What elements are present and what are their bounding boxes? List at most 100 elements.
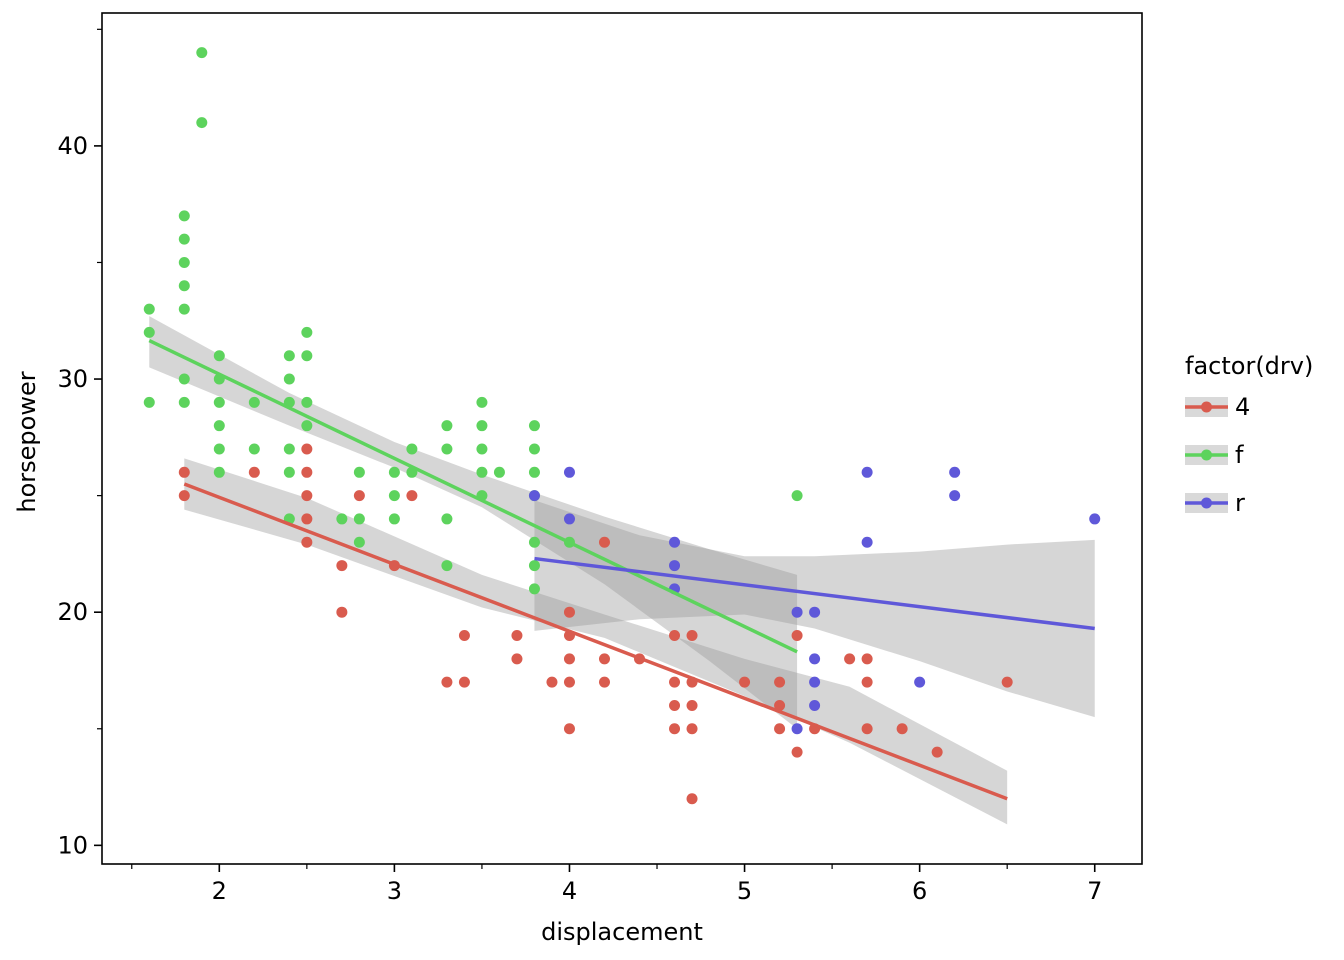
data-point-4 [458,676,470,688]
data-point-f [476,420,488,432]
data-point-r [563,513,575,525]
data-point-4 [931,746,943,758]
data-point-f [178,210,190,222]
data-point-4 [686,630,698,642]
data-point-r [809,676,821,688]
data-point-f [353,466,365,478]
data-point-f [528,583,540,595]
x-tick-label: 6 [912,877,927,905]
x-tick-label: 3 [387,877,402,905]
regression-lines [148,338,1095,801]
data-point-f [178,256,190,268]
confidence-band-4 [184,458,1008,825]
data-point-r [669,536,681,548]
data-point-f [441,443,453,455]
data-point-f [248,443,260,455]
x-tick-label: 5 [737,877,752,905]
data-point-r [949,490,961,502]
data-point-4 [511,630,523,642]
data-point-f [178,303,190,315]
data-point-f [353,536,365,548]
data-point-4 [686,723,698,735]
data-point-f [178,373,190,385]
data-point-4 [844,653,856,665]
data-point-f [301,326,313,338]
data-point-f [143,326,155,338]
data-point-4 [458,630,470,642]
legend-label: f [1235,441,1244,469]
data-point-4 [861,653,873,665]
data-point-4 [563,653,575,665]
data-point-4 [301,490,313,502]
data-point-f [388,513,400,525]
data-point-f [493,466,505,478]
legend-label: r [1235,489,1245,517]
data-point-f [336,513,348,525]
legend: factor(drv) 4 fr [1185,352,1313,517]
y-tick-label: 40 [57,132,88,160]
data-point-4 [669,699,681,711]
data-point-f [353,513,365,525]
data-point-4 [686,793,698,805]
data-point-r [809,606,821,618]
x-axis-label: displacement [541,918,703,946]
data-point-4 [406,490,418,502]
legend-key-point [1201,497,1212,509]
data-point-4 [336,606,348,618]
data-point-f [301,350,313,362]
x-tick-label: 2 [212,877,227,905]
data-point-f [143,396,155,408]
data-point-f [301,420,313,432]
data-point-r [861,466,873,478]
data-point-f [248,396,260,408]
data-point-4 [178,466,190,478]
data-point-f [178,233,190,245]
plot-frame [101,12,1143,865]
data-point-4 [774,723,786,735]
x-tick-label: 7 [1087,877,1102,905]
data-point-4 [301,466,313,478]
data-point-4 [791,746,803,758]
data-point-f [441,513,453,525]
data-point-4 [563,606,575,618]
data-points [143,47,1101,805]
data-point-r [669,560,681,572]
data-point-4 [1001,676,1013,688]
data-point-4 [669,723,681,735]
data-point-4 [774,699,786,711]
data-point-f [476,443,488,455]
data-point-f [283,466,295,478]
data-point-f [406,443,418,455]
data-point-f [196,117,208,129]
data-point-f [196,47,208,59]
data-point-f [388,466,400,478]
data-point-f [213,466,225,478]
data-point-4 [686,699,698,711]
data-point-f [528,536,540,548]
legend-key-point [1201,449,1212,461]
data-point-f [283,350,295,362]
data-point-4 [336,560,348,572]
data-point-4 [791,630,803,642]
data-point-r [563,466,575,478]
data-point-f [528,560,540,572]
y-tick-label: 20 [57,598,88,626]
legend-label: 4 [1235,393,1250,421]
data-point-r [528,490,540,502]
y-tick-label: 10 [57,831,88,859]
data-point-4 [441,676,453,688]
data-point-r [861,536,873,548]
data-point-r [791,606,803,618]
fit-line-r [534,556,1095,631]
data-point-4 [861,723,873,735]
data-point-4 [598,653,610,665]
axes: 2 3 4 5 6 7 10 20 30 40 [57,28,1102,905]
data-point-4 [563,676,575,688]
data-point-4 [774,676,786,688]
data-point-4 [178,490,190,502]
data-point-4 [739,676,751,688]
data-point-4 [248,466,260,478]
data-point-f [528,443,540,455]
data-point-f [143,303,155,315]
data-point-r [809,653,821,665]
